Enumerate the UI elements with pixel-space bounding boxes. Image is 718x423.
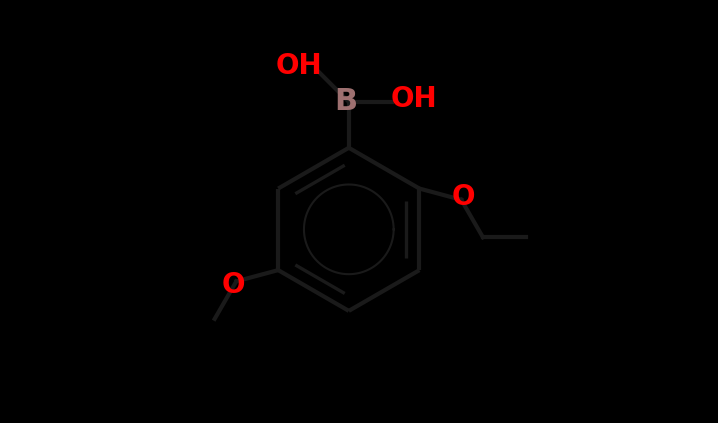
Text: O: O [222, 272, 246, 299]
Text: O: O [452, 183, 475, 211]
Text: OH: OH [390, 85, 437, 113]
Text: OH: OH [276, 52, 322, 80]
Text: B: B [335, 88, 358, 116]
